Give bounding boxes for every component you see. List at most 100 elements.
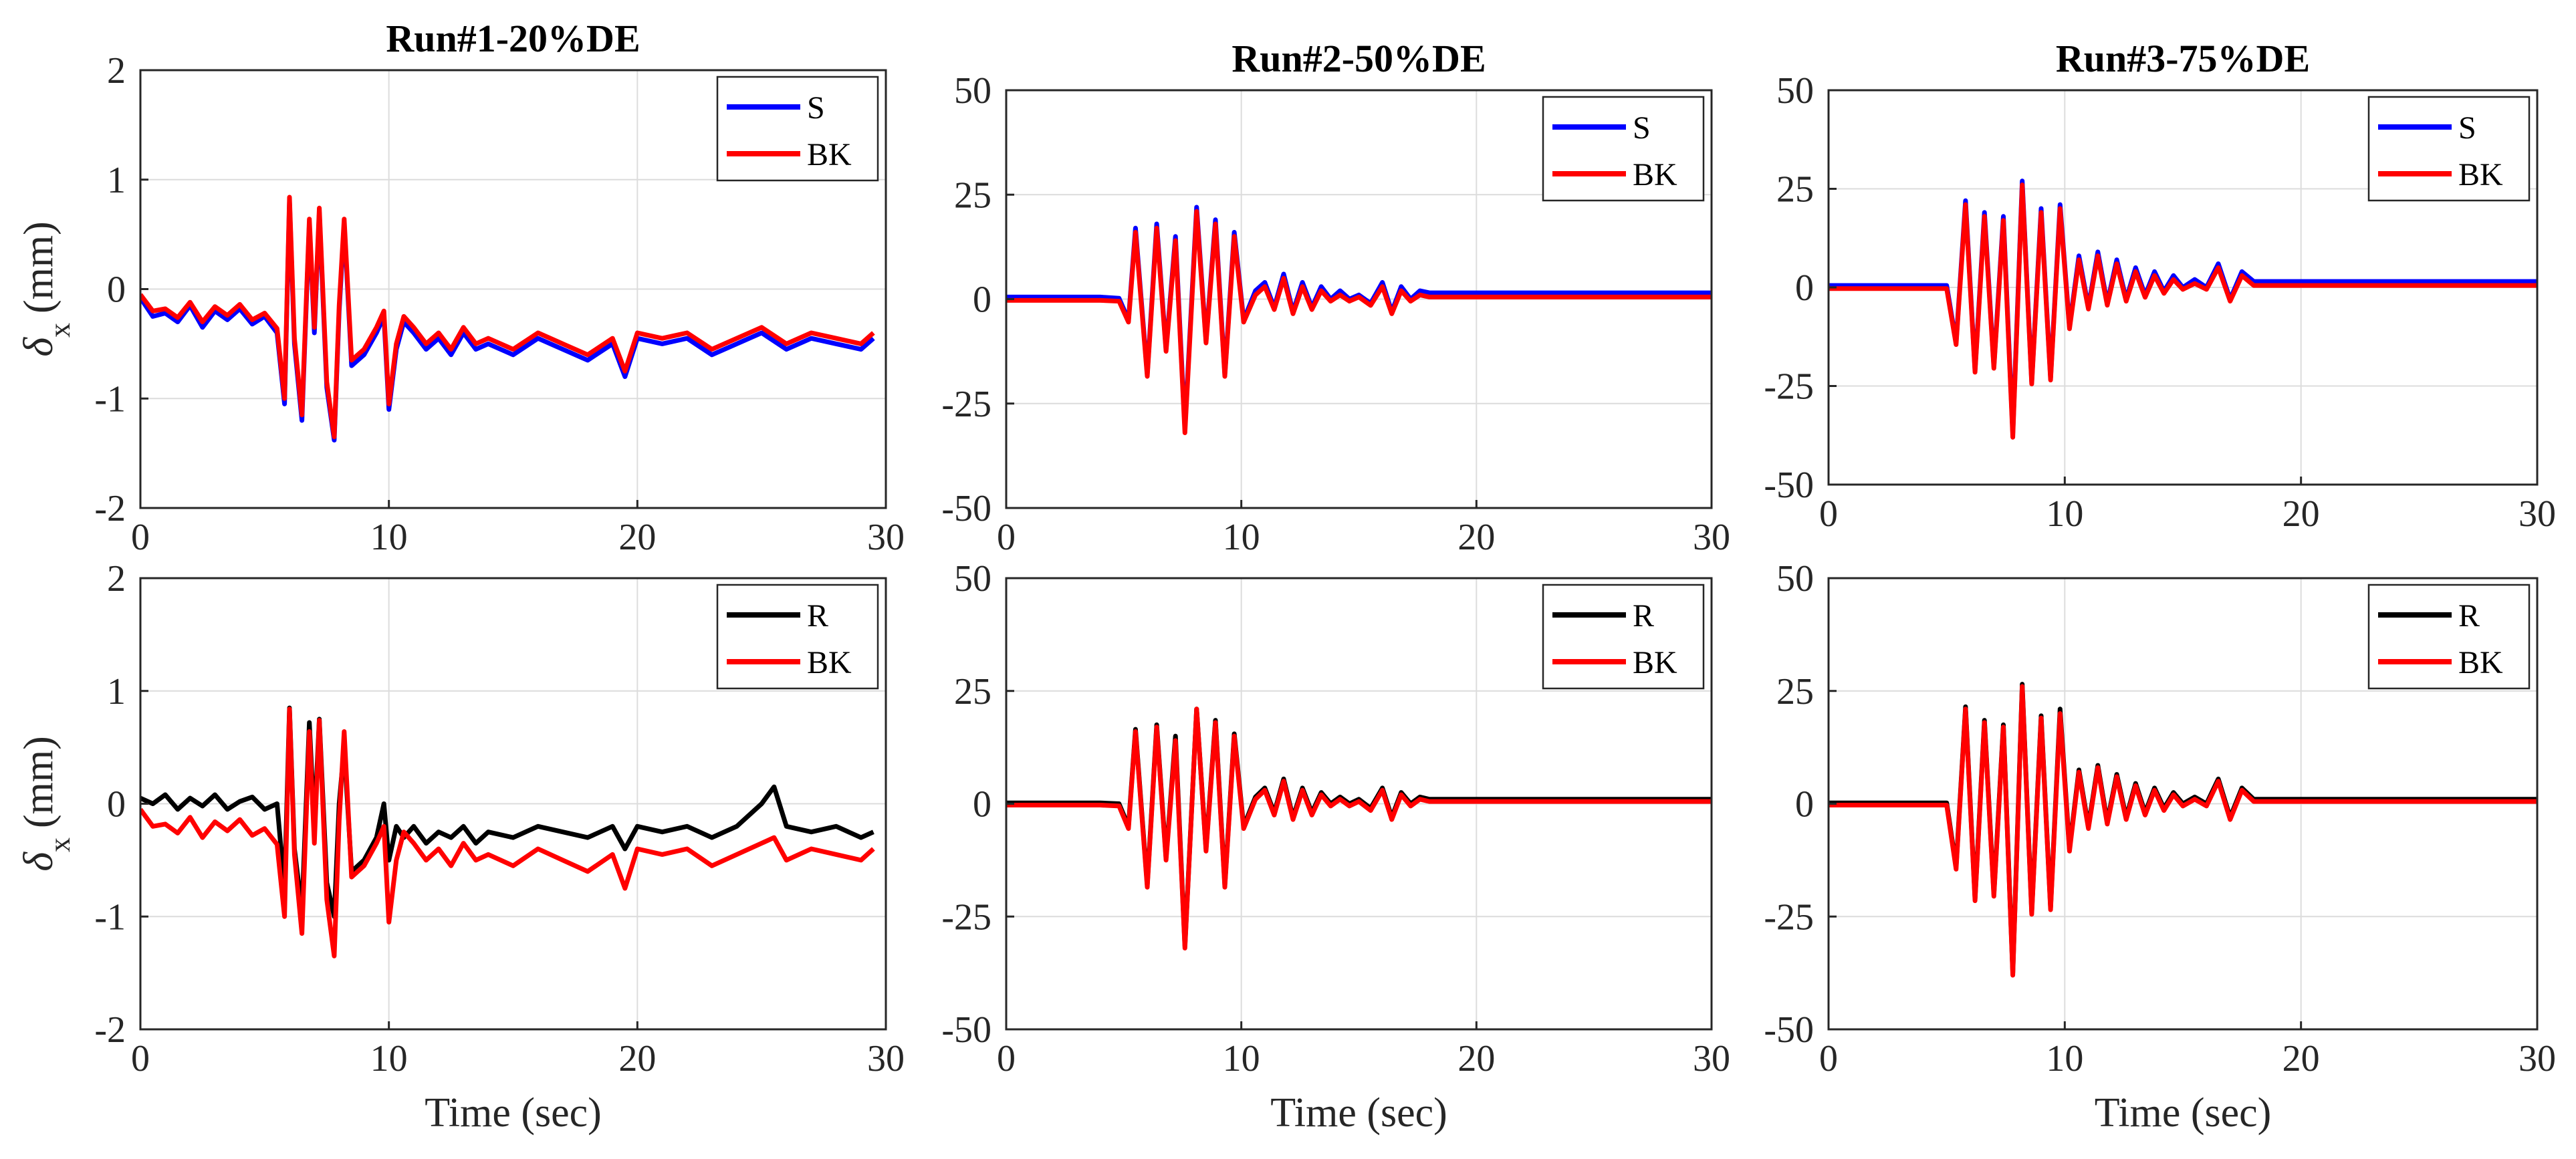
x-tick-label: 30 xyxy=(867,1038,905,1079)
y-axis-symbol: δ xyxy=(16,337,62,357)
y-tick-label: -25 xyxy=(941,896,991,938)
legend-label-r: R xyxy=(1633,598,1654,634)
x-tick-label: 30 xyxy=(2519,1038,2556,1079)
legend-label-s: S xyxy=(1633,110,1651,146)
y-tick-label: -25 xyxy=(941,384,991,425)
y-tick-label: 0 xyxy=(1795,267,1814,309)
y-tick-label: 25 xyxy=(1776,169,1814,211)
series-line-bk xyxy=(140,195,875,440)
y-tick-label: 25 xyxy=(954,671,991,713)
y-tick-label: -50 xyxy=(1764,1009,1814,1051)
x-tick-label: 0 xyxy=(997,1038,1016,1079)
x-tick-label: 10 xyxy=(2046,493,2083,535)
x-tick-label: 10 xyxy=(2046,1038,2083,1079)
chart-title: Run#2-50%DE xyxy=(1232,37,1486,80)
x-tick-label: 0 xyxy=(1819,1038,1838,1079)
y-tick-label: 25 xyxy=(1776,671,1814,713)
chart-panel-3: 0 10 20 30 -50 -25 0 25 50 Run#3-75%DE S BK xyxy=(1764,37,2556,535)
x-tick-label: 30 xyxy=(2519,493,2556,535)
series-line-bk xyxy=(1006,209,1712,435)
legend-box xyxy=(716,584,879,690)
x-tick-label: 0 xyxy=(1819,493,1838,535)
legend-label-r: R xyxy=(2458,598,2480,634)
x-axis-label: Time (sec) xyxy=(2095,1090,2272,1136)
legend-box xyxy=(1542,96,1705,202)
legend-label-s: S xyxy=(2458,110,2476,146)
y-tick-label: 1 xyxy=(107,160,126,201)
x-tick-label: 10 xyxy=(370,1038,408,1079)
y-axis-unit: (mm) xyxy=(16,736,62,828)
y-tick-label: -2 xyxy=(94,488,126,529)
y-tick-label: 1 xyxy=(107,671,126,713)
x-tick-label: 20 xyxy=(2282,493,2320,535)
y-tick-label: -2 xyxy=(94,1009,126,1051)
legend-label-bk: BK xyxy=(1633,645,1677,680)
y-axis-label: δx (mm) xyxy=(16,221,76,357)
y-tick-label: 2 xyxy=(107,558,126,600)
y-tick-label: 0 xyxy=(107,269,126,311)
legend-box xyxy=(716,76,879,182)
chart-title: Run#3-75%DE xyxy=(2056,37,2310,80)
chart-panel-1: 0 10 20 30 -2 -1 0 1 2 Run#1-20%DE δx (mm) S BK xyxy=(16,17,905,558)
y-tick-label: -25 xyxy=(1764,366,1814,408)
legend-box xyxy=(2367,584,2531,690)
y-tick-label: -1 xyxy=(94,378,126,420)
y-axis-subscript: x xyxy=(43,838,76,852)
y-tick-label: 0 xyxy=(973,279,991,321)
x-tick-label: 30 xyxy=(867,517,905,558)
y-tick-label: 50 xyxy=(954,70,991,112)
x-tick-label: 0 xyxy=(131,1038,150,1079)
legend-label-bk: BK xyxy=(807,137,852,172)
y-tick-label: 50 xyxy=(1776,70,1814,112)
legend-label-bk: BK xyxy=(807,645,852,680)
y-tick-label: 0 xyxy=(107,784,126,825)
x-tick-label: 30 xyxy=(1693,1038,1730,1079)
y-tick-label: 0 xyxy=(973,784,991,825)
x-tick-label: 10 xyxy=(1223,1038,1260,1079)
series-line-bk xyxy=(140,706,875,958)
x-tick-label: 10 xyxy=(1223,517,1260,558)
y-tick-label: -50 xyxy=(941,488,991,529)
legend-label-bk: BK xyxy=(1633,157,1677,192)
series-line-bk xyxy=(1006,706,1712,950)
legend-label-bk: BK xyxy=(2458,645,2503,680)
chart-panel-5: 0 10 20 30 -50 -25 0 25 50 Time (sec) R BK xyxy=(941,558,1730,1136)
y-tick-label: -50 xyxy=(941,1009,991,1051)
y-tick-label: 0 xyxy=(1795,784,1814,825)
y-axis-symbol: δ xyxy=(16,852,62,872)
y-axis-label: δx (mm) xyxy=(16,736,76,872)
x-tick-label: 0 xyxy=(997,517,1016,558)
legend-box xyxy=(1542,584,1705,690)
chart-panel-6: 0 10 20 30 -50 -25 0 25 50 Time (sec) R BK xyxy=(1764,558,2556,1136)
chart-title: Run#1-20%DE xyxy=(386,17,640,60)
x-axis-label: Time (sec) xyxy=(425,1090,602,1136)
series-line-r xyxy=(140,705,874,919)
legend-label-bk: BK xyxy=(2458,157,2503,192)
y-axis-unit: (mm) xyxy=(16,221,62,313)
x-tick-label: 0 xyxy=(131,517,150,558)
x-tick-label: 20 xyxy=(1457,1038,1495,1079)
series-line-bk xyxy=(1829,182,2537,440)
x-tick-label: 20 xyxy=(2282,1038,2320,1079)
y-tick-label: 25 xyxy=(954,174,991,216)
legend-label-s: S xyxy=(807,90,825,126)
x-axis-label: Time (sec) xyxy=(1270,1090,1447,1136)
chart-panel-2: 0 10 20 30 -50 -25 0 25 50 Run#2-50%DE S BK xyxy=(941,37,1730,558)
y-tick-label: 50 xyxy=(1776,558,1814,600)
y-tick-label: 2 xyxy=(107,50,126,92)
y-tick-label: 50 xyxy=(954,558,991,600)
x-tick-label: 10 xyxy=(370,517,408,558)
y-axis-subscript: x xyxy=(43,323,76,338)
legend-box xyxy=(2367,96,2531,202)
x-tick-label: 20 xyxy=(618,1038,656,1079)
x-tick-label: 20 xyxy=(1457,517,1495,558)
legend-label-r: R xyxy=(807,598,828,634)
series-line-bk xyxy=(1829,684,2537,978)
y-tick-label: -50 xyxy=(1764,465,1814,506)
x-tick-label: 30 xyxy=(1693,517,1730,558)
y-tick-label: -1 xyxy=(94,896,126,938)
chart-panel-4: 0 10 20 30 -2 -1 0 1 2 Time (sec) δx (mm) R BK xyxy=(16,558,905,1136)
y-tick-label: -25 xyxy=(1764,896,1814,938)
x-tick-label: 20 xyxy=(618,517,656,558)
